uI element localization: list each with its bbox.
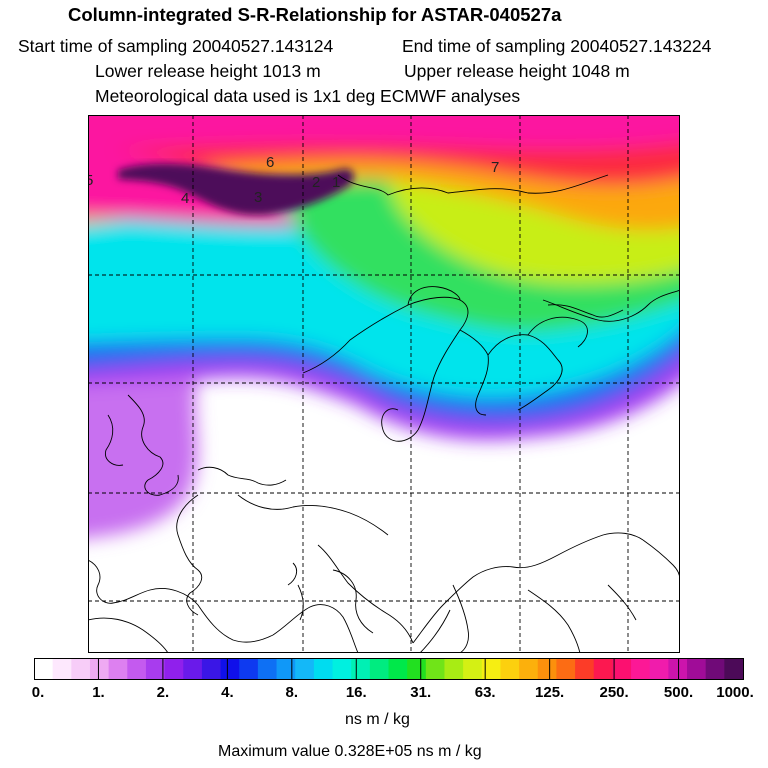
contour-labels: 6 5 4 3 2 1 7 — [88, 154, 499, 207]
colorbar-swatch — [668, 658, 688, 679]
colorbar-tick-label: 8. — [285, 684, 299, 701]
colorbar-swatch — [481, 658, 501, 679]
colorbar-swatch — [164, 658, 184, 679]
colorbar-swatch — [705, 658, 725, 679]
colorbar-swatch — [145, 658, 166, 679]
colorbar-swatch — [649, 658, 669, 679]
colorbar — [34, 658, 744, 680]
colorbar-swatch — [313, 658, 334, 679]
colorbar-swatch — [388, 658, 408, 679]
colorbar-tick-label: 1. — [92, 684, 105, 701]
colorbar-swatch — [220, 658, 240, 679]
colorbar-swatch — [631, 658, 651, 679]
colorbar-swatch — [724, 658, 744, 679]
colorbar-swatch — [556, 658, 576, 679]
colorbar-frame — [34, 658, 744, 680]
colorbar-swatch — [239, 658, 259, 679]
colorbar-tick-label: 63. — [474, 684, 496, 701]
colorbar-swatch — [201, 658, 222, 679]
colorbar-tick-label: 125. — [535, 684, 565, 701]
colorbar-swatch — [71, 658, 91, 679]
maximum-value-label: Maximum value 0.328E+05 ns m / kg — [218, 743, 482, 760]
colorbar-swatch — [463, 658, 483, 679]
colorbar-swatch — [444, 658, 464, 679]
colorbar-unit-label: ns m / kg — [345, 711, 410, 728]
contour-label-1: 1 — [332, 174, 340, 191]
colorbar-tick-label: 500. — [663, 684, 694, 701]
colorbar-swatch — [519, 658, 539, 679]
field-violet-west — [88, 377, 198, 538]
contour-label-5: 5 — [88, 172, 93, 189]
colorbar-swatch — [183, 658, 203, 679]
contour-label-7: 7 — [491, 159, 499, 176]
colorbar-swatch — [687, 658, 707, 679]
colorbar-swatch — [369, 658, 389, 679]
coastlines — [88, 174, 680, 653]
colorbar-tick-label: 0. — [31, 684, 45, 701]
colorbar-tick-label: 2. — [156, 684, 170, 701]
colorbar-swatch — [127, 658, 147, 679]
colorbar-swatch — [52, 658, 72, 679]
colorbar-swatch — [108, 658, 128, 679]
end-time-label: End time of sampling 20040527.143224 — [402, 36, 712, 56]
colorbar-swatch — [593, 658, 613, 679]
colorbar-tick-label: 4. — [221, 684, 234, 701]
colorbar-swatch — [295, 658, 315, 679]
sensitivity-map: 6 5 4 3 2 1 7 — [88, 115, 680, 653]
map-frame — [88, 115, 680, 653]
contour-label-2: 2 — [312, 174, 320, 191]
contour-label-6: 6 — [266, 154, 274, 171]
field-dark-core — [118, 163, 354, 215]
colorbar-tick-label: 250. — [599, 684, 629, 701]
colorbar-dividers — [97, 658, 680, 679]
start-time-label: Start time of sampling 20040527.143124 — [18, 36, 334, 56]
met-data-label: Meteorological data used is 1x1 deg ECMW… — [95, 86, 521, 106]
chart-title: Column-integrated S-R-Relationship for A… — [68, 4, 562, 25]
colorbar-swatch — [407, 658, 427, 679]
contour-label-4: 4 — [181, 190, 189, 207]
colorbar-swatch — [425, 658, 445, 679]
field-yellow — [388, 180, 680, 284]
colorbar-swatch — [351, 658, 371, 679]
colorbar-swatch — [500, 658, 520, 679]
colorbar-swatch — [34, 658, 54, 679]
upper-release-height-label: Upper release height 1048 m — [404, 61, 630, 81]
field-magenta — [88, 115, 680, 151]
colorbar-swatch — [537, 658, 557, 679]
colorbar-swatch — [276, 658, 296, 679]
colorbar-swatch — [257, 658, 278, 679]
colorbar-tick-label: 16. — [345, 684, 367, 701]
colorbar-swatch — [575, 658, 595, 679]
colorbar-swatches — [34, 658, 744, 679]
colorbar-swatch — [612, 658, 632, 679]
contour-label-3: 3 — [254, 189, 262, 206]
colorbar-swatch — [332, 658, 352, 679]
colorbar-tick-label: 1000. — [716, 684, 754, 701]
lower-release-height-label: Lower release height 1013 m — [95, 61, 321, 81]
colorbar-swatch — [89, 658, 110, 679]
colorbar-tick-label: 31. — [410, 684, 432, 701]
